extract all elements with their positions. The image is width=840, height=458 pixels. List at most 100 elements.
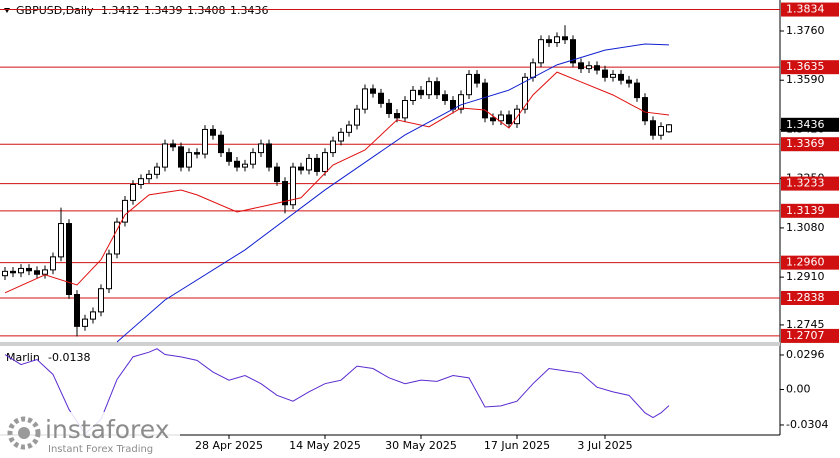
- watermark: instaforex Instant Forex Trading: [0, 412, 180, 458]
- watermark-tagline: Instant Forex Trading: [48, 444, 153, 455]
- candle-body: [26, 267, 32, 272]
- candle-body: [10, 270, 16, 274]
- candle-body: [250, 152, 256, 165]
- x-tick-label: 30 May 2025: [385, 439, 457, 452]
- x-tick-label: 17 Jun 2025: [484, 439, 550, 452]
- level-label-box: [781, 137, 839, 152]
- level-label: 1.2960: [786, 256, 825, 269]
- candle-body: [202, 128, 208, 155]
- line: [4, 71, 670, 294]
- candle-body: [562, 36, 568, 41]
- candle-body: [586, 65, 592, 70]
- candle-body: [74, 294, 80, 327]
- candle-body: [146, 173, 152, 180]
- candle-body: [570, 39, 576, 64]
- candle-body: [90, 311, 96, 320]
- candle-body: [242, 163, 248, 168]
- y-tick-label: 1.3760: [786, 24, 825, 37]
- x-tick-label: 28 Apr 2025: [195, 439, 263, 452]
- candle-body: [106, 253, 112, 290]
- x-tick-label: 3 Jul 2025: [577, 439, 632, 452]
- candle-body: [610, 73, 616, 78]
- candle-body: [218, 134, 224, 154]
- candle-body: [466, 73, 472, 96]
- candle-body: [386, 102, 392, 115]
- level-label: 1.2838: [786, 291, 825, 304]
- candle-body: [266, 143, 272, 168]
- panel-separator: [0, 342, 780, 346]
- candle-body: [394, 113, 400, 119]
- y-tick-label: 0.0296: [786, 348, 825, 361]
- candle-body: [298, 166, 304, 171]
- x-tick-label: 14 May 2025: [289, 439, 361, 452]
- level-label-box: [781, 2, 839, 17]
- candle-body: [178, 146, 184, 168]
- candle-body: [546, 39, 552, 44]
- candle-body: [346, 124, 352, 133]
- candle-body: [506, 114, 512, 125]
- indicator-value: -0.0138: [48, 351, 90, 364]
- candle-body: [330, 140, 336, 154]
- candle-body: [354, 108, 360, 126]
- y-tick-label: 1.3590: [786, 73, 825, 86]
- line: [4, 348, 670, 435]
- level-label: 1.3834: [786, 3, 825, 16]
- candle-body: [154, 166, 160, 175]
- candle-body: [538, 39, 544, 64]
- candle-body: [258, 143, 264, 154]
- y-tick-label: 1.2910: [786, 270, 825, 283]
- candle-body: [642, 97, 648, 122]
- candle-body: [474, 73, 480, 84]
- candle-body: [306, 157, 312, 171]
- candle-body: [122, 199, 128, 223]
- candle-body: [602, 69, 608, 78]
- level-label-box: [781, 328, 839, 343]
- header-low: 1.3408: [187, 4, 226, 17]
- header-high: 1.3439: [144, 4, 183, 17]
- candle-body: [18, 267, 24, 274]
- candle-body: [650, 120, 656, 136]
- level-label: 1.3369: [786, 137, 825, 150]
- candle-body: [34, 270, 40, 275]
- candle-body: [162, 143, 168, 168]
- candle-body: [418, 89, 424, 96]
- candle-body: [66, 223, 72, 296]
- y-tick-label: 1.3080: [786, 221, 825, 234]
- candle-body: [522, 76, 528, 110]
- candle-body: [170, 143, 176, 148]
- y-tick-label: -0.0304: [786, 418, 828, 431]
- candle-body: [338, 131, 344, 142]
- candle-body: [442, 94, 448, 101]
- candle-body: [530, 62, 536, 78]
- indicator-title: Marlin: [6, 351, 40, 364]
- candle-body: [138, 178, 144, 185]
- candle-body: [658, 126, 664, 136]
- candle-body: [194, 152, 200, 155]
- candle-body: [490, 117, 496, 122]
- last-price-box: [781, 117, 839, 132]
- level-label: 1.2707: [786, 329, 825, 342]
- level-label-box: [781, 255, 839, 270]
- candle-body: [98, 288, 104, 313]
- candle-body: [290, 166, 296, 206]
- candle-body: [50, 256, 56, 271]
- level-label-box: [781, 203, 839, 218]
- level-label: 1.3233: [786, 177, 825, 190]
- header-close: 1.3436: [230, 4, 269, 17]
- candle-body: [2, 270, 8, 277]
- level-label-box: [781, 60, 839, 75]
- last-price-label: 1.3436: [786, 118, 825, 131]
- candle-body: [226, 152, 232, 162]
- candle-body: [234, 160, 240, 168]
- candle-body: [458, 94, 464, 110]
- line: [116, 43, 670, 343]
- watermark-logo: [7, 416, 41, 450]
- candle-body: [186, 152, 192, 168]
- candle-body: [314, 157, 320, 172]
- y-tick-label: 1.2745: [786, 318, 825, 331]
- level-label-box: [781, 290, 839, 305]
- candle-body: [210, 128, 216, 136]
- candle-body: [426, 81, 432, 96]
- watermark-brand: instaforex: [45, 415, 170, 444]
